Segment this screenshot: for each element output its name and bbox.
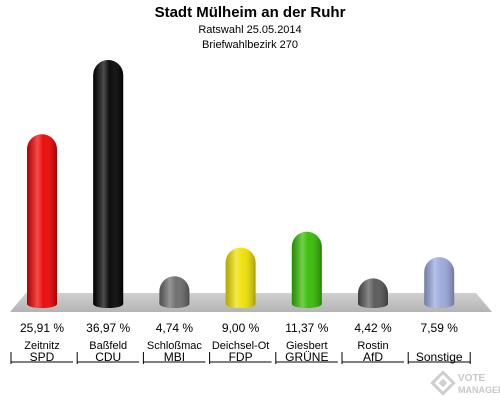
- candidate-label-gr-ne: Giesbert: [286, 340, 328, 352]
- party-label-spd: SPD: [30, 350, 55, 364]
- bar-afd: [358, 278, 388, 308]
- logo-text-line1: VOTE: [458, 373, 486, 384]
- candidate-label-spd: Zeitnitz: [24, 340, 59, 352]
- party-label-mbi: MBI: [164, 350, 185, 364]
- chart-title: Stadt Mülheim an der Ruhr: [154, 4, 346, 21]
- bar-sonstige: [424, 257, 455, 308]
- candidate-label-fdp: Deichsel-Ot: [212, 340, 269, 352]
- value-label-mbi: 4,74 %: [156, 321, 194, 335]
- bars-group: [27, 60, 455, 308]
- party-label-fdp: FDP: [229, 350, 253, 364]
- bar-shine: [225, 247, 256, 308]
- value-label-afd: 4,42 %: [354, 321, 392, 335]
- candidate-label-mbi: Schloßmac: [147, 340, 203, 352]
- chart-subtitle-district: Briefwahlbezirk 270: [202, 39, 298, 51]
- bar-shine: [93, 60, 124, 308]
- value-label-gr-ne: 11,37 %: [285, 321, 328, 335]
- bar-shine: [159, 276, 190, 308]
- candidate-label-cdu: Baßfeld: [89, 340, 127, 352]
- bar-fdp: [225, 247, 256, 308]
- value-label-fdp: 9,00 %: [222, 321, 260, 335]
- bar-mbi: [159, 276, 190, 308]
- party-label-sonstige: Sonstige: [416, 350, 463, 364]
- bar-shine: [358, 278, 388, 308]
- party-label-gr-ne: GRÜNE: [285, 350, 328, 364]
- chart-subtitle-election: Ratswahl 25.05.2014: [198, 24, 302, 36]
- bar-gr-ne: [291, 231, 322, 308]
- bar-cdu: [93, 60, 124, 308]
- bar-shine: [27, 134, 57, 308]
- value-label-spd: 25,91 %: [20, 321, 64, 335]
- bar-shine: [424, 257, 455, 308]
- logo-text-line2: MANAGER: [458, 385, 500, 395]
- candidate-label-afd: Rostin: [357, 340, 388, 352]
- logo-check-icon: [430, 370, 456, 396]
- value-label-sonstige: 7,59 %: [421, 321, 459, 335]
- party-label-cdu: CDU: [95, 350, 121, 364]
- party-label-afd: AfD: [363, 350, 383, 364]
- vote-manager-logo: VOTE MANAGER: [430, 370, 500, 396]
- value-label-cdu: 36,97 %: [86, 321, 130, 335]
- bar-spd: [27, 134, 57, 308]
- bar-shine: [291, 231, 322, 308]
